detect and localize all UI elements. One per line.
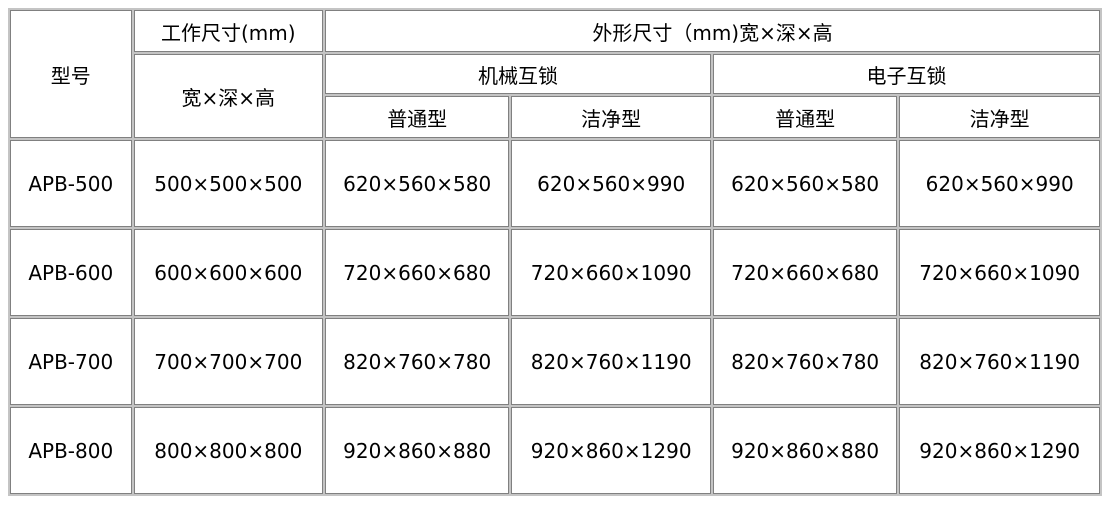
cell-model: APB-800 [10, 407, 132, 494]
cell-mech-clean: 620×560×990 [511, 140, 711, 227]
cell-elec-normal: 820×760×780 [712, 318, 898, 405]
cell-work: 800×800×800 [133, 407, 323, 494]
header-elec-clean: 洁净型 [899, 96, 1100, 138]
cell-mech-normal: 920×860×880 [325, 407, 510, 494]
cell-work: 700×700×700 [133, 318, 323, 405]
table-row: APB-800 800×800×800 920×860×880 920×860×129… [10, 407, 1100, 494]
spec-table: 型号 工作尺寸(mm) 外形尺寸（mm)宽×深×高 宽×深×高 机械互锁 电子互… [8, 8, 1102, 496]
cell-elec-clean: 920×860×1290 [899, 407, 1100, 494]
header-model: 型号 [10, 10, 132, 138]
header-work-dims: 宽×深×高 [133, 54, 323, 138]
cell-mech-clean: 820×760×1190 [511, 318, 711, 405]
header-work-size: 工作尺寸(mm) [133, 10, 323, 52]
cell-model: APB-500 [10, 140, 132, 227]
cell-elec-clean: 620×560×990 [899, 140, 1100, 227]
cell-work: 500×500×500 [133, 140, 323, 227]
header-electronic: 电子互锁 [712, 54, 1100, 94]
cell-elec-clean: 820×760×1190 [899, 318, 1100, 405]
header-mech-clean: 洁净型 [511, 96, 711, 138]
cell-mech-clean: 720×660×1090 [511, 229, 711, 316]
header-mechanical: 机械互锁 [325, 54, 711, 94]
header-elec-normal: 普通型 [712, 96, 898, 138]
cell-elec-normal: 920×860×880 [712, 407, 898, 494]
cell-work: 600×600×600 [133, 229, 323, 316]
cell-elec-clean: 720×660×1090 [899, 229, 1100, 316]
header-outer-size: 外形尺寸（mm)宽×深×高 [325, 10, 1100, 52]
cell-mech-clean: 920×860×1290 [511, 407, 711, 494]
cell-mech-normal: 720×660×680 [325, 229, 510, 316]
cell-mech-normal: 820×760×780 [325, 318, 510, 405]
cell-elec-normal: 620×560×580 [712, 140, 898, 227]
cell-elec-normal: 720×660×680 [712, 229, 898, 316]
cell-mech-normal: 620×560×580 [325, 140, 510, 227]
table-row: APB-500 500×500×500 620×560×580 620×560×990… [10, 140, 1100, 227]
cell-model: APB-700 [10, 318, 132, 405]
cell-model: APB-600 [10, 229, 132, 316]
header-mech-normal: 普通型 [325, 96, 510, 138]
table-row: APB-700 700×700×700 820×760×780 820×760×119… [10, 318, 1100, 405]
table-row: APB-600 600×600×600 720×660×680 720×660×109… [10, 229, 1100, 316]
